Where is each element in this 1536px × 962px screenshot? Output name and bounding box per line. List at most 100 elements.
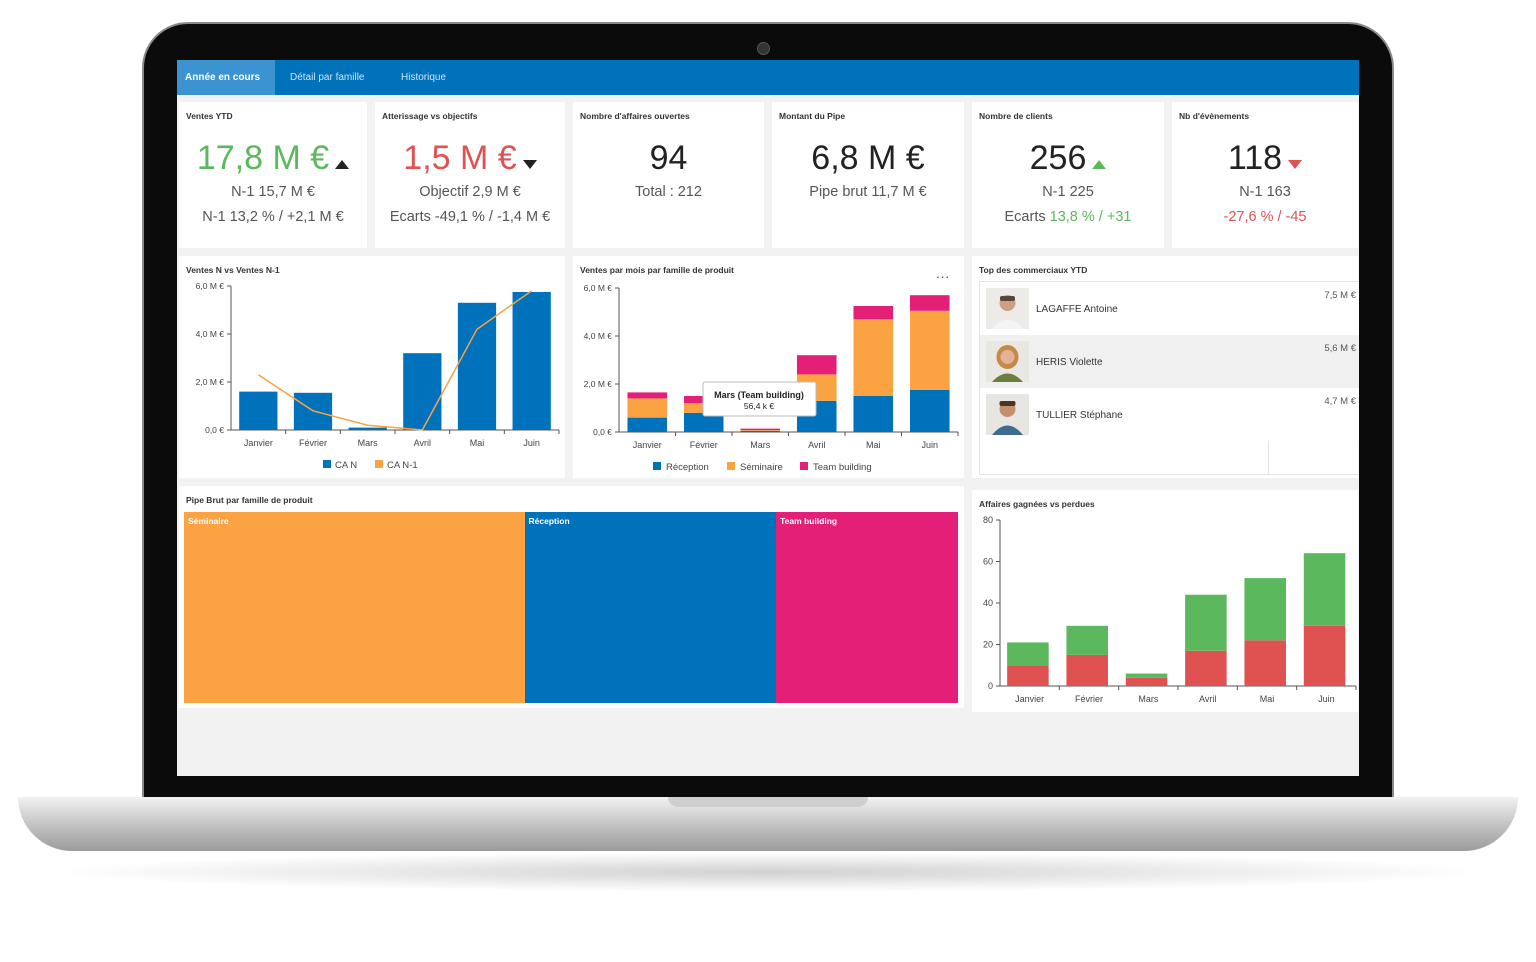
tooltip-value: 56,4 k € <box>744 401 775 411</box>
arrow-down-icon <box>522 160 537 170</box>
kpi-line1: Objectif 2,9 M € <box>419 184 521 200</box>
tab-historique[interactable]: Historique <box>401 72 447 83</box>
avatar <box>986 341 1029 382</box>
bar-segment <box>853 319 894 396</box>
bar-ca-n <box>348 427 387 430</box>
x-tick-label: Juin <box>1318 694 1335 704</box>
rank-value: 5,6 M € <box>1324 343 1356 354</box>
legend-swatch <box>653 462 661 470</box>
x-tick-label: Mai <box>866 440 881 450</box>
kpi-title: Nombre d'affaires ouvertes <box>580 111 690 121</box>
x-tick-label: Juin <box>921 440 938 450</box>
x-tick-label: Avril <box>414 438 431 448</box>
x-tick-label: Mai <box>470 438 485 448</box>
arrow-down-icon <box>1288 160 1303 170</box>
chart-title: Ventes par mois par famille de produit <box>580 265 734 275</box>
more-options-icon[interactable]: ... <box>936 266 950 281</box>
bar-segment <box>853 306 894 320</box>
bar-segment <box>1303 553 1346 626</box>
legend-label: Réception <box>666 462 709 473</box>
laptop-shadow <box>40 852 1496 892</box>
x-tick-label: Mars <box>1138 694 1158 704</box>
x-tick-label: Février <box>299 438 327 448</box>
bar-ca-n <box>457 302 497 430</box>
legend-swatch <box>800 462 808 470</box>
bar-segment <box>1185 594 1227 651</box>
kpi-value: 94 <box>649 139 688 177</box>
x-tick-label: Mai <box>1260 694 1275 704</box>
bar-segment <box>909 310 950 390</box>
kpi-card-montant-pipe: Montant du Pipe 6,8 M € Pipe brut 11,7 M… <box>772 102 964 248</box>
kpi-card-ventes-ytd: Ventes YTD 17,8 M € N-1 15,7 M € N-1 13,… <box>179 102 367 248</box>
webcam <box>757 42 770 55</box>
bar-segment <box>1066 625 1108 655</box>
x-tick-label: Mars <box>358 438 378 448</box>
bar-segment <box>627 398 668 418</box>
chart-title: Pipe Brut par famille de produit <box>186 495 313 505</box>
chart-ventes-n-vs-n1: 0,0 € 2,0 M € 4,0 M € 6,0 M € Janvier Février… <box>196 281 560 471</box>
kpi-value: 6,8 M € <box>811 139 925 177</box>
chart-card-ventes-n-vs-n1: Ventes N vs Ventes N-1 0,0 € 2,0 M € 4,0 M… <box>179 256 565 478</box>
bar-segment <box>909 295 950 311</box>
y-tick-label: 2,0 M € <box>196 377 225 387</box>
legend-label: CA N <box>335 460 357 471</box>
chart-ventes-par-famille: 0,0 € 2,0 M € 4,0 M € 6,0 M € Janvier Février… <box>584 283 959 473</box>
bar-segment <box>1066 654 1108 686</box>
bar-ca-n <box>512 292 551 430</box>
x-tick-label: Juin <box>523 438 540 448</box>
x-tick-label: Février <box>690 440 718 450</box>
bar-segment <box>1185 650 1227 686</box>
kpi-line2: N-1 13,2 % / +2,1 M € <box>202 209 344 225</box>
kpi-line1: Pipe brut 11,7 M € <box>809 184 927 200</box>
tab-bar: Année en cours Détail par famille Histor… <box>177 60 1359 95</box>
tab-annee-en-cours[interactable]: Année en cours <box>177 60 275 95</box>
kpi-card-atterissage: Atterissage vs objectifs 1,5 M € Objecti… <box>375 102 565 248</box>
kpi-value: 256 <box>1029 139 1087 177</box>
kpi-value: 17,8 M € <box>196 139 330 177</box>
bar-segment <box>796 355 837 375</box>
tab-detail-par-famille[interactable]: Détail par famille <box>290 72 365 83</box>
kpi-line1: N-1 225 <box>1042 184 1094 200</box>
arrow-up-icon <box>335 160 350 170</box>
treemap-label: Réception <box>528 516 570 526</box>
kpi-card-affaires-ouvertes: Nombre d'affaires ouvertes 94 Total : 21… <box>573 102 764 248</box>
bar-ca-n <box>239 391 278 430</box>
y-tick-label: 6,0 M € <box>196 281 225 291</box>
kpi-line2-highlight: 13,8 % / +31 <box>1049 209 1132 225</box>
treemap-card: Pipe Brut par famille de produit Séminai… <box>179 486 964 708</box>
x-tick-label: Avril <box>808 440 825 450</box>
table-row[interactable]: HERIS Violette 5,6 M € <box>980 335 1359 388</box>
kpi-card-nombre-clients: Nombre de clients 256 N-1 225 Ecarts 13,… <box>972 102 1164 248</box>
x-tick-label: Avril <box>1199 694 1216 704</box>
y-tick-label: 0 <box>988 681 993 691</box>
kpi-line1: Total : 212 <box>635 184 702 200</box>
top-commerciaux-table: LAGAFFE Antoine 7,5 M € HERIS Violette 5… <box>979 281 1359 475</box>
bar-segment <box>1244 578 1286 641</box>
kpi-line2-prefix: Ecarts <box>1004 209 1050 225</box>
treemap-tile[interactable]: Team building <box>776 512 958 703</box>
treemap-tile[interactable]: Réception <box>524 512 777 703</box>
bar-segment <box>1125 677 1168 686</box>
y-tick-label: 40 <box>983 598 993 608</box>
rank-value: 4,7 M € <box>1324 396 1356 407</box>
table-row[interactable]: LAGAFFE Antoine 7,5 M € <box>980 282 1359 335</box>
treemap-tile[interactable]: Séminaire <box>184 512 525 703</box>
bar-segment <box>1125 673 1168 678</box>
kpi-title: Atterissage vs objectifs <box>382 111 478 121</box>
rank-name: LAGAFFE Antoine <box>1036 304 1118 315</box>
bar-segment <box>1244 640 1286 686</box>
top-commerciaux-card: Top des commerciaux YTD LAGAFFE Antoine … <box>972 256 1359 478</box>
x-tick-label: Février <box>1075 694 1103 704</box>
bar-segment <box>740 430 781 432</box>
kpi-line1: N-1 15,7 M € <box>231 184 315 200</box>
rank-name: TULLIER Stéphane <box>1036 410 1123 421</box>
bar-segment <box>627 392 668 399</box>
table-row[interactable]: TULLIER Stéphane 4,7 M € <box>980 388 1359 441</box>
kpi-title: Nb d'évènements <box>1179 111 1250 121</box>
avatar <box>986 394 1029 435</box>
chart-affaires-gagnees-perdues: 0 20 40 60 80 Janvier Février Mars Avril Mai Juin <box>983 515 1357 704</box>
kpi-title: Montant du Pipe <box>779 111 846 121</box>
chart-card-ventes-par-famille: Ventes par mois par famille de produit .… <box>573 256 964 478</box>
chart-title: Ventes N vs Ventes N-1 <box>186 265 280 275</box>
legend-swatch <box>727 462 735 470</box>
